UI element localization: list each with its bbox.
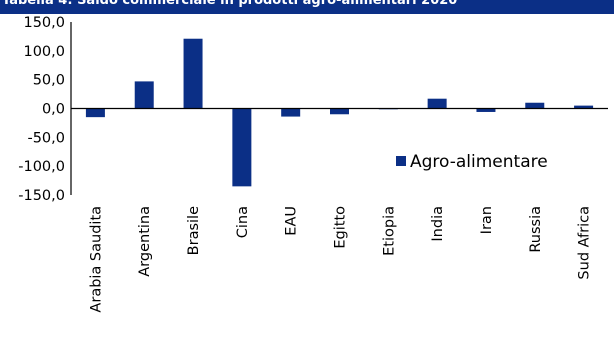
bar — [330, 108, 349, 115]
x-axis-labels: Arabia Saudita Argentina Brasile Cina EAU Egi… — [88, 206, 592, 313]
x-tick-label: Etiopia — [381, 206, 397, 256]
x-tick-label: India — [430, 206, 446, 242]
y-tick-label: -100,0 — [18, 159, 65, 175]
bar — [134, 81, 154, 109]
x-tick-label: Arabia Saudita — [88, 206, 104, 313]
legend-swatch — [396, 156, 406, 166]
x-tick-label: Egitto — [333, 206, 349, 249]
x-tick-label: Sud Africa — [577, 206, 593, 280]
bars — [85, 38, 594, 187]
bar — [232, 108, 252, 187]
bar — [574, 105, 594, 109]
header-text: Tabella 4: Saldo commerciale in prodotti… — [2, 0, 458, 8]
axes — [70, 22, 608, 195]
y-tick-label: -150,0 — [18, 188, 65, 204]
legend-label: Agro-alimentare — [410, 152, 548, 172]
header-band: Tabella 4: Saldo commerciale in prodotti… — [0, 0, 614, 14]
bar — [183, 38, 203, 109]
bar — [427, 98, 447, 109]
y-tick-label: 50,0 — [33, 73, 65, 89]
x-tick-label: Brasile — [186, 206, 202, 255]
y-tick-label: 0,0 — [42, 102, 65, 118]
y-tick-label: 100,0 — [23, 44, 65, 60]
bar — [476, 108, 496, 112]
y-tick-label: -50,0 — [27, 130, 65, 146]
y-axis-labels: 150,0 100,0 50,0 0,0 -50,0 -100,0 -150,0 — [18, 15, 65, 204]
x-tick-label: Iran — [479, 206, 495, 234]
y-tick-label: 150,0 — [23, 15, 65, 31]
x-tick-label: Argentina — [137, 206, 153, 277]
bar — [525, 102, 545, 109]
x-tick-label: Cina — [235, 206, 251, 238]
legend: Agro-alimentare — [396, 152, 548, 172]
x-tick-label: EAU — [284, 206, 300, 236]
bar — [85, 108, 105, 118]
x-tick-label: Russia — [528, 206, 544, 253]
bar — [281, 108, 301, 117]
